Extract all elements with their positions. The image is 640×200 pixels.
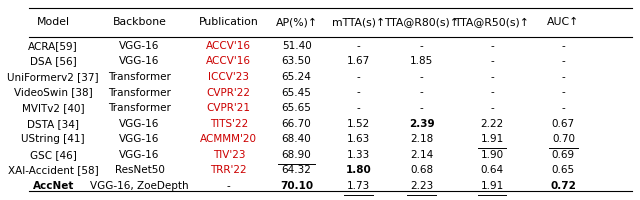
Text: 68.40: 68.40 bbox=[282, 134, 312, 144]
Text: -: - bbox=[561, 103, 565, 113]
Text: -: - bbox=[490, 103, 494, 113]
Text: VGG-16: VGG-16 bbox=[119, 119, 159, 129]
Text: -: - bbox=[356, 41, 360, 51]
Text: MVITv2 [40]: MVITv2 [40] bbox=[22, 103, 84, 113]
Text: UniFormerv2 [37]: UniFormerv2 [37] bbox=[8, 72, 99, 82]
Text: 1.73: 1.73 bbox=[347, 181, 370, 191]
Text: 65.45: 65.45 bbox=[282, 88, 312, 98]
Text: 65.65: 65.65 bbox=[282, 103, 312, 113]
Text: 1.90: 1.90 bbox=[481, 150, 504, 160]
Text: AccNet: AccNet bbox=[33, 181, 74, 191]
Text: -: - bbox=[420, 88, 424, 98]
Text: 1.91: 1.91 bbox=[481, 134, 504, 144]
Text: 2.23: 2.23 bbox=[410, 181, 433, 191]
Text: -: - bbox=[561, 41, 565, 51]
Text: 0.70: 0.70 bbox=[552, 134, 575, 144]
Text: 1.33: 1.33 bbox=[347, 150, 370, 160]
Text: VGG-16: VGG-16 bbox=[119, 56, 159, 66]
Text: 1.91: 1.91 bbox=[481, 181, 504, 191]
Text: 65.24: 65.24 bbox=[282, 72, 312, 82]
Text: 1.80: 1.80 bbox=[346, 165, 371, 175]
Text: 0.65: 0.65 bbox=[552, 165, 575, 175]
Text: 0.69: 0.69 bbox=[552, 150, 575, 160]
Text: Transformer: Transformer bbox=[108, 103, 171, 113]
Text: -: - bbox=[490, 72, 494, 82]
Text: -: - bbox=[490, 41, 494, 51]
Text: 2.14: 2.14 bbox=[410, 150, 433, 160]
Text: 2.39: 2.39 bbox=[409, 119, 435, 129]
Text: ResNet50: ResNet50 bbox=[115, 165, 164, 175]
Text: VideoSwin [38]: VideoSwin [38] bbox=[14, 88, 93, 98]
Text: ICCV'23: ICCV'23 bbox=[209, 72, 250, 82]
Text: ACMMM'20: ACMMM'20 bbox=[200, 134, 257, 144]
Text: 1.91: 1.91 bbox=[481, 134, 504, 144]
Text: Transformer: Transformer bbox=[108, 72, 171, 82]
Text: 70.10: 70.10 bbox=[280, 181, 313, 191]
Text: 2.18: 2.18 bbox=[410, 134, 433, 144]
Text: -: - bbox=[490, 88, 494, 98]
Text: GSC [46]: GSC [46] bbox=[30, 150, 77, 160]
Text: 0.68: 0.68 bbox=[410, 165, 433, 175]
Text: TTA@R50(s)↑: TTA@R50(s)↑ bbox=[454, 17, 529, 27]
Text: -: - bbox=[420, 72, 424, 82]
Text: 0.67: 0.67 bbox=[552, 119, 575, 129]
Text: VGG-16: VGG-16 bbox=[119, 134, 159, 144]
Text: TIV'23: TIV'23 bbox=[212, 150, 245, 160]
Text: 1.52: 1.52 bbox=[347, 119, 370, 129]
Text: 68.90: 68.90 bbox=[282, 150, 312, 160]
Text: -: - bbox=[561, 56, 565, 66]
Text: 63.50: 63.50 bbox=[282, 56, 312, 66]
Text: 68.90: 68.90 bbox=[282, 150, 312, 160]
Text: 2.22: 2.22 bbox=[481, 119, 504, 129]
Text: -: - bbox=[356, 103, 360, 113]
Text: DSA [56]: DSA [56] bbox=[30, 56, 77, 66]
Text: CVPR'22: CVPR'22 bbox=[207, 88, 251, 98]
Text: 1.91: 1.91 bbox=[481, 181, 504, 191]
Text: ACRA[59]: ACRA[59] bbox=[28, 41, 78, 51]
Text: 1.73: 1.73 bbox=[347, 181, 370, 191]
Text: TRR'22: TRR'22 bbox=[211, 165, 247, 175]
Text: ACCV'16: ACCV'16 bbox=[206, 41, 252, 51]
Text: TTA@R80(s)↑: TTA@R80(s)↑ bbox=[384, 17, 459, 27]
Text: Model: Model bbox=[36, 17, 70, 27]
Text: -: - bbox=[490, 56, 494, 66]
Text: 1.63: 1.63 bbox=[347, 134, 370, 144]
Text: -: - bbox=[420, 103, 424, 113]
Text: VGG-16: VGG-16 bbox=[119, 150, 159, 160]
Text: 0.72: 0.72 bbox=[550, 181, 577, 191]
Text: VGG-16, ZoeDepth: VGG-16, ZoeDepth bbox=[90, 181, 189, 191]
Text: 0.70: 0.70 bbox=[552, 134, 575, 144]
Text: AP(%)↑: AP(%)↑ bbox=[276, 17, 317, 27]
Text: 1.85: 1.85 bbox=[410, 56, 433, 66]
Text: 1.67: 1.67 bbox=[347, 56, 370, 66]
Text: 0.64: 0.64 bbox=[481, 165, 504, 175]
Text: -: - bbox=[561, 88, 565, 98]
Text: 66.70: 66.70 bbox=[282, 119, 312, 129]
Text: Backbone: Backbone bbox=[113, 17, 166, 27]
Text: UString [41]: UString [41] bbox=[21, 134, 85, 144]
Text: -: - bbox=[356, 72, 360, 82]
Text: -: - bbox=[227, 181, 230, 191]
Text: CVPR'21: CVPR'21 bbox=[207, 103, 251, 113]
Text: Transformer: Transformer bbox=[108, 88, 171, 98]
Text: -: - bbox=[356, 88, 360, 98]
Text: Publication: Publication bbox=[199, 17, 259, 27]
Text: VGG-16: VGG-16 bbox=[119, 41, 159, 51]
Text: mTTA(s)↑: mTTA(s)↑ bbox=[332, 17, 385, 27]
Text: 64.32: 64.32 bbox=[282, 165, 312, 175]
Text: 51.40: 51.40 bbox=[282, 41, 312, 51]
Text: ACCV'16: ACCV'16 bbox=[206, 56, 252, 66]
Text: XAI-Accident [58]: XAI-Accident [58] bbox=[8, 165, 99, 175]
Text: DSTA [34]: DSTA [34] bbox=[28, 119, 79, 129]
Text: 2.23: 2.23 bbox=[410, 181, 433, 191]
Text: -: - bbox=[561, 72, 565, 82]
Text: AUC↑: AUC↑ bbox=[547, 17, 580, 27]
Text: TITS'22: TITS'22 bbox=[210, 119, 248, 129]
Text: -: - bbox=[420, 41, 424, 51]
